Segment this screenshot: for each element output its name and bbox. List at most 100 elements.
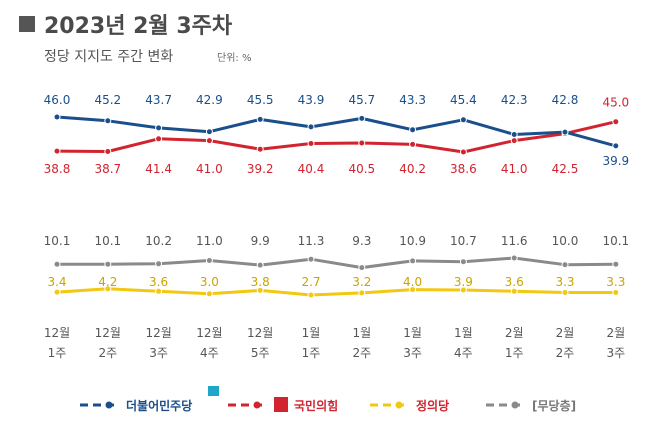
data-label-none: 11.6 [501,234,528,248]
data-point-justice [561,289,569,296]
x-tick-label-week: 2주 [556,346,575,360]
data-point-justice [256,286,264,294]
data-point-democratic [510,131,518,138]
data-point-justice [104,285,112,293]
legend-item-democratic: 더불어민주당 [80,386,219,413]
data-point-justice [612,289,620,296]
data-label-justice: 3.6 [149,275,168,289]
x-tick-label-week: 3주 [606,346,625,360]
chart-subtitle: 정당 지지도 주간 변화 [44,49,173,65]
legend-marker-justice [395,401,403,409]
data-point-justice [53,288,61,296]
title-square [19,16,35,32]
data-point-ppp [459,148,467,156]
data-point-justice [307,291,315,299]
legend-marker-ppp [253,401,261,409]
data-label-democratic: 42.8 [552,93,579,107]
x-tick-label-month: 1월 [302,326,321,340]
legend-label-democratic: 더불어민주당 [126,398,192,413]
series-none: 10.1 10.1 10.2 11.0 9.9 11.3 9.3 10.9 10.7 11.6 10… [44,234,629,272]
data-point-ppp [612,118,620,126]
data-point-ppp [256,145,264,153]
data-point-justice [510,287,518,295]
data-point-none [459,258,467,266]
x-tick-label-week: 4주 [454,346,473,360]
data-label-none: 10.1 [94,234,121,248]
legend: 더불어민주당 국민의힘 정의당 [무당층] [80,386,576,413]
data-label-ppp: 40.4 [298,162,325,176]
data-point-democratic [409,126,417,134]
data-label-ppp: 42.5 [552,162,579,176]
legend-item-none: [무당층] [486,398,576,413]
data-point-none [561,261,569,269]
data-label-none: 10.0 [552,234,579,248]
data-label-democratic: 45.4 [450,93,477,107]
legend-item-ppp: 국민의힘 [228,397,338,413]
data-label-democratic: 39.9 [602,154,629,168]
data-point-justice [155,287,163,295]
data-label-ppp: 41.4 [145,162,172,176]
legend-label-ppp: 국민의힘 [294,398,338,413]
data-point-none [155,260,163,268]
data-point-ppp [510,137,518,145]
data-point-ppp [155,135,163,143]
data-point-ppp [104,148,112,155]
data-label-none: 9.9 [251,234,270,248]
data-point-ppp [409,140,417,148]
data-label-justice: 3.3 [555,275,574,289]
data-label-none: 10.1 [602,234,629,248]
data-point-none [205,257,213,264]
x-tick-label-month: 1월 [352,326,371,340]
data-point-democratic [612,142,620,150]
democratic-logo-icon [208,386,219,396]
data-label-ppp: 41.0 [501,162,528,176]
x-tick-label-week: 1주 [48,346,67,360]
x-tick-label-week: 4주 [200,346,219,360]
x-tick-label-month: 1월 [454,326,473,340]
data-label-none: 10.7 [450,234,477,248]
data-label-democratic: 45.2 [94,93,121,107]
data-label-democratic: 46.0 [44,93,71,107]
data-point-democratic [307,123,315,131]
data-label-justice: 3.6 [505,275,524,289]
x-tick-label-month: 2월 [505,326,524,340]
legend-label-none: [무당층] [532,398,576,413]
data-point-democratic [155,124,163,132]
x-tick-label-month: 2월 [556,326,575,340]
data-label-ppp: 40.2 [399,162,426,176]
series-line-ppp [56,120,617,154]
data-label-none: 10.1 [44,234,71,248]
legend-item-justice: 정의당 [370,398,449,413]
series-ppp: 38.8 38.7 41.4 41.0 39.2 40.4 40.5 40.2 38.6 41.0… [44,96,630,176]
data-label-ppp: 38.6 [450,162,477,176]
data-label-none: 10.9 [399,234,426,248]
x-axis: 12월 1주 12월 2주 12월 3주 12월 4주 12월 5주 1월 1주 1월 2주 1월 3주 1월 4… [44,326,625,360]
data-label-democratic: 43.9 [298,93,325,107]
x-tick-label-month: 12월 [196,326,222,340]
legend-label-justice: 정의당 [416,398,449,413]
data-point-justice [205,290,213,298]
data-label-democratic: 42.9 [196,93,223,107]
data-point-none [510,254,518,262]
x-tick-label-month: 1월 [403,326,422,340]
plot-area: 10.1 10.1 10.2 11.0 9.9 11.3 9.3 10.9 10.7 11.6 10… [44,93,630,299]
data-point-none [409,257,417,265]
data-label-democratic: 43.3 [399,93,426,107]
data-label-democratic: 45.7 [348,93,375,107]
x-tick-label-week: 2주 [352,346,371,360]
legend-marker-none [511,401,519,409]
x-tick-label-week: 1주 [505,346,524,360]
series-line-justice [56,287,616,297]
x-tick-label-month: 12월 [95,326,121,340]
x-tick-label-week: 1주 [302,346,321,360]
data-label-democratic: 45.5 [247,93,274,107]
x-tick-label-week: 3주 [149,346,168,360]
data-point-none [358,264,366,272]
data-point-justice [409,286,417,294]
data-label-ppp: 40.5 [348,162,375,176]
series-democratic: 46.0 45.2 43.7 42.9 45.5 43.9 45.7 43.3 45.4 42.3… [44,93,630,168]
data-label-ppp: 45.0 [602,96,629,110]
data-label-justice: 3.2 [352,275,371,289]
data-point-ppp [307,140,315,147]
